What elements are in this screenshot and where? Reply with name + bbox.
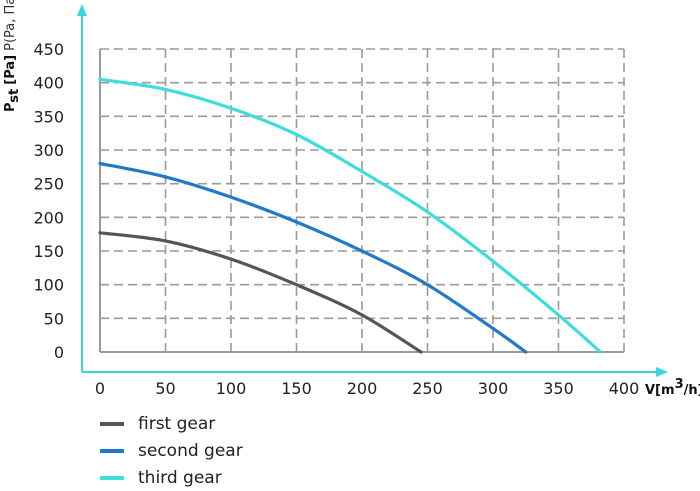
x-axis-arrow-icon [656, 367, 668, 377]
x-tick-label: 400 [609, 379, 640, 398]
x-axis-label: V[m3/h] [645, 377, 700, 398]
x-tick-label: 350 [543, 379, 574, 398]
x-tick-label: 0 [95, 379, 105, 398]
series-line-first-gear [98, 231, 423, 354]
y-tick-label: 200 [33, 208, 64, 227]
y-tick-label: 400 [33, 74, 64, 93]
series-line-third-gear [98, 77, 602, 354]
legend-item-third-gear: third gear [100, 464, 243, 491]
legend-swatch-third-gear [100, 475, 124, 480]
y-axis-label: Pst[Pa]P(Pa, Па) [3, 0, 22, 112]
y-axis-arrow-icon [77, 4, 87, 16]
y-tick-label: 250 [33, 175, 64, 194]
legend-item-first-gear: first gear [100, 410, 243, 437]
legend-item-second-gear: second gear [100, 437, 243, 464]
legend-swatch-second-gear [100, 448, 124, 453]
tick-labels: 0 50 100 150 200 250 300 350 400 0 50 100 150 200 250 3… [33, 40, 639, 398]
y-tick-label: 300 [33, 141, 64, 160]
grid [100, 48, 625, 352]
x-tick-label: 100 [216, 379, 247, 398]
y-tick-label: 100 [33, 276, 64, 295]
x-tick-label: 200 [347, 379, 378, 398]
x-tick-label: 50 [155, 379, 175, 398]
y-tick-label: 0 [54, 343, 64, 362]
legend-label-first-gear: first gear [138, 413, 216, 434]
legend-label-second-gear: second gear [138, 440, 243, 461]
x-tick-label: 150 [281, 379, 312, 398]
y-tick-label: 150 [33, 242, 64, 261]
x-tick-label: 250 [412, 379, 443, 398]
series-lines [98, 77, 602, 354]
x-tick-label: 300 [478, 379, 509, 398]
legend-swatch-first-gear [100, 421, 124, 426]
y-tick-label: 450 [33, 40, 64, 59]
legend-label-third-gear: third gear [138, 467, 222, 488]
series-line-second-gear [98, 161, 528, 354]
y-tick-label: 50 [44, 309, 64, 328]
legend: first gear second gear third gear [100, 410, 243, 491]
axes [77, 4, 668, 377]
y-tick-label: 350 [33, 107, 64, 126]
